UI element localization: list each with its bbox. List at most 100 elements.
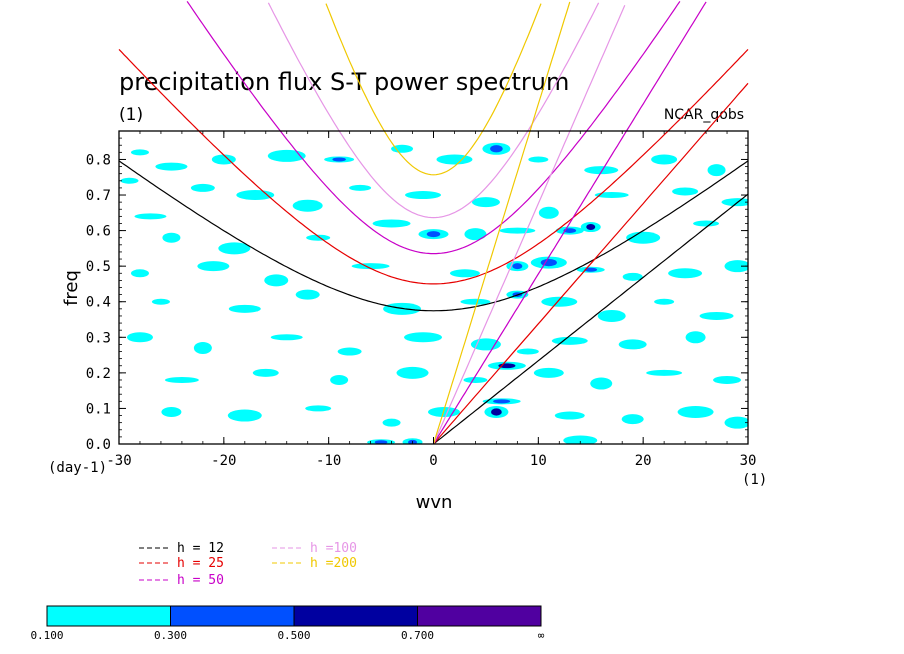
x-tick-label: 30 xyxy=(740,453,757,469)
heatmap-cell xyxy=(463,376,488,383)
heatmap-cell xyxy=(516,348,539,355)
heatmap-cell xyxy=(554,411,585,420)
inertio-gravity-curve xyxy=(267,2,600,219)
heatmap-cell-high xyxy=(586,224,596,231)
heatmap-cell xyxy=(626,231,661,244)
colorbar-segment xyxy=(170,605,295,627)
kelvin-curve xyxy=(433,193,749,445)
heatmap-cell xyxy=(228,304,261,313)
colorbar-label: 0.300 xyxy=(154,629,187,642)
kelvin-curve xyxy=(432,1,707,445)
heatmap-cell xyxy=(227,409,262,422)
heatmap-cell xyxy=(590,377,613,390)
heatmap-cell xyxy=(197,261,230,272)
heatmap-cell xyxy=(193,341,212,354)
colorbar-label: 0.100 xyxy=(30,629,63,642)
heatmap-cell xyxy=(563,435,598,444)
y-axis: 0.0 0.1 0.2 0.3 0.4 0.5 0.6 0.7 0.8 xyxy=(86,130,748,453)
colorbar-label: ∞ xyxy=(538,629,545,642)
heatmap-cell-high xyxy=(584,267,598,272)
heatmap-cell xyxy=(533,367,564,378)
heatmap-cell xyxy=(621,414,644,425)
legend-label: h = 25 xyxy=(177,556,224,571)
legend-label: h =200 xyxy=(310,556,357,571)
x-unit-label: (1) xyxy=(742,472,767,488)
y-tick-label: 0.5 xyxy=(86,259,111,275)
heatmap-cell xyxy=(724,416,748,429)
y-unit-label: (day-1) xyxy=(48,460,107,476)
y-axis-title: freq xyxy=(61,270,82,306)
heatmap-cell xyxy=(677,405,714,418)
heatmap-cell xyxy=(120,177,139,184)
heatmap-cell xyxy=(372,219,411,228)
inertio-gravity-curve xyxy=(118,48,749,285)
heatmap-cell xyxy=(436,154,473,165)
heatmap-cell xyxy=(594,192,629,199)
colorbar-label: 0.500 xyxy=(277,629,310,642)
legend-label: h = 12 xyxy=(177,541,224,556)
heatmap-cell xyxy=(707,164,726,177)
heatmap-cell-high xyxy=(490,145,503,153)
heatmap-cell xyxy=(396,366,429,379)
y-tick-label: 0.8 xyxy=(86,152,111,168)
heatmap-cell-high xyxy=(374,440,388,444)
legend-label: h =100 xyxy=(310,541,357,556)
colorbar-segment xyxy=(417,605,542,627)
heatmap-cell xyxy=(162,232,181,243)
heatmap-cell xyxy=(270,334,303,341)
heatmap-cell xyxy=(218,242,251,255)
chart-title: precipitation flux S-T power spectrum xyxy=(119,68,569,96)
heatmap-cell xyxy=(391,144,414,153)
heatmap-cell xyxy=(337,347,362,356)
heatmap-cell xyxy=(551,336,588,345)
legend-label: h = 50 xyxy=(177,573,224,588)
heatmap-cell xyxy=(713,375,742,384)
heatmap-cell xyxy=(584,166,619,175)
kelvin-curve xyxy=(433,82,749,445)
x-axis-title: wvn xyxy=(416,492,453,513)
heatmap-cell xyxy=(597,309,626,322)
kelvin-curve xyxy=(432,1,571,445)
heatmap-cell xyxy=(499,227,536,234)
heatmap-cell xyxy=(151,298,170,305)
heatmap-cell-high xyxy=(563,228,577,233)
heatmap-cell xyxy=(351,263,390,270)
dispersion-curves xyxy=(118,1,749,445)
heatmap-cell xyxy=(305,405,332,412)
heatmap-cell xyxy=(699,311,734,320)
heatmap-cell xyxy=(252,368,279,377)
y-tick-label: 0.6 xyxy=(86,224,111,240)
x-tick-label: 0 xyxy=(429,453,437,469)
colorbar-segment xyxy=(46,605,171,627)
x-tick-label: 10 xyxy=(530,453,547,469)
chart-subtitle-left: (1) xyxy=(119,105,143,125)
heatmap-cell xyxy=(267,149,306,162)
inertio-gravity-curve xyxy=(118,160,749,312)
heatmap-cell xyxy=(295,289,320,300)
y-tick-label: 0.0 xyxy=(86,437,111,453)
heatmap-cell xyxy=(693,220,720,227)
heatmap-cell xyxy=(646,369,683,376)
plot-frame xyxy=(118,130,749,445)
heatmap-cell xyxy=(724,260,748,273)
heatmap-cell xyxy=(622,272,643,281)
y-tick-label: 0.2 xyxy=(86,366,111,382)
colorbar: 0.100 0.300 0.500 0.700 ∞ xyxy=(30,605,545,642)
heatmap-cell xyxy=(651,154,678,165)
heatmap-cell xyxy=(541,296,578,307)
x-tick-label: -10 xyxy=(316,453,341,469)
heatmap-cell xyxy=(672,187,699,196)
inertio-gravity-curve xyxy=(186,1,681,255)
heatmap-cell xyxy=(528,156,549,163)
inertio-gravity-curve xyxy=(325,3,542,176)
heatmap-cell xyxy=(460,298,491,305)
heatmap-cell xyxy=(292,199,323,212)
chart-subtitle-right: NCAR_qobs xyxy=(664,107,744,123)
heatmap-cell-high xyxy=(426,231,441,238)
y-tick-label: 0.7 xyxy=(86,188,111,204)
heatmap-cell xyxy=(654,298,675,305)
heatmap-cell-high xyxy=(493,399,511,404)
heatmap-cell xyxy=(538,206,559,219)
x-axis: -30 -20 -10 0 10 20 30 xyxy=(106,131,756,469)
